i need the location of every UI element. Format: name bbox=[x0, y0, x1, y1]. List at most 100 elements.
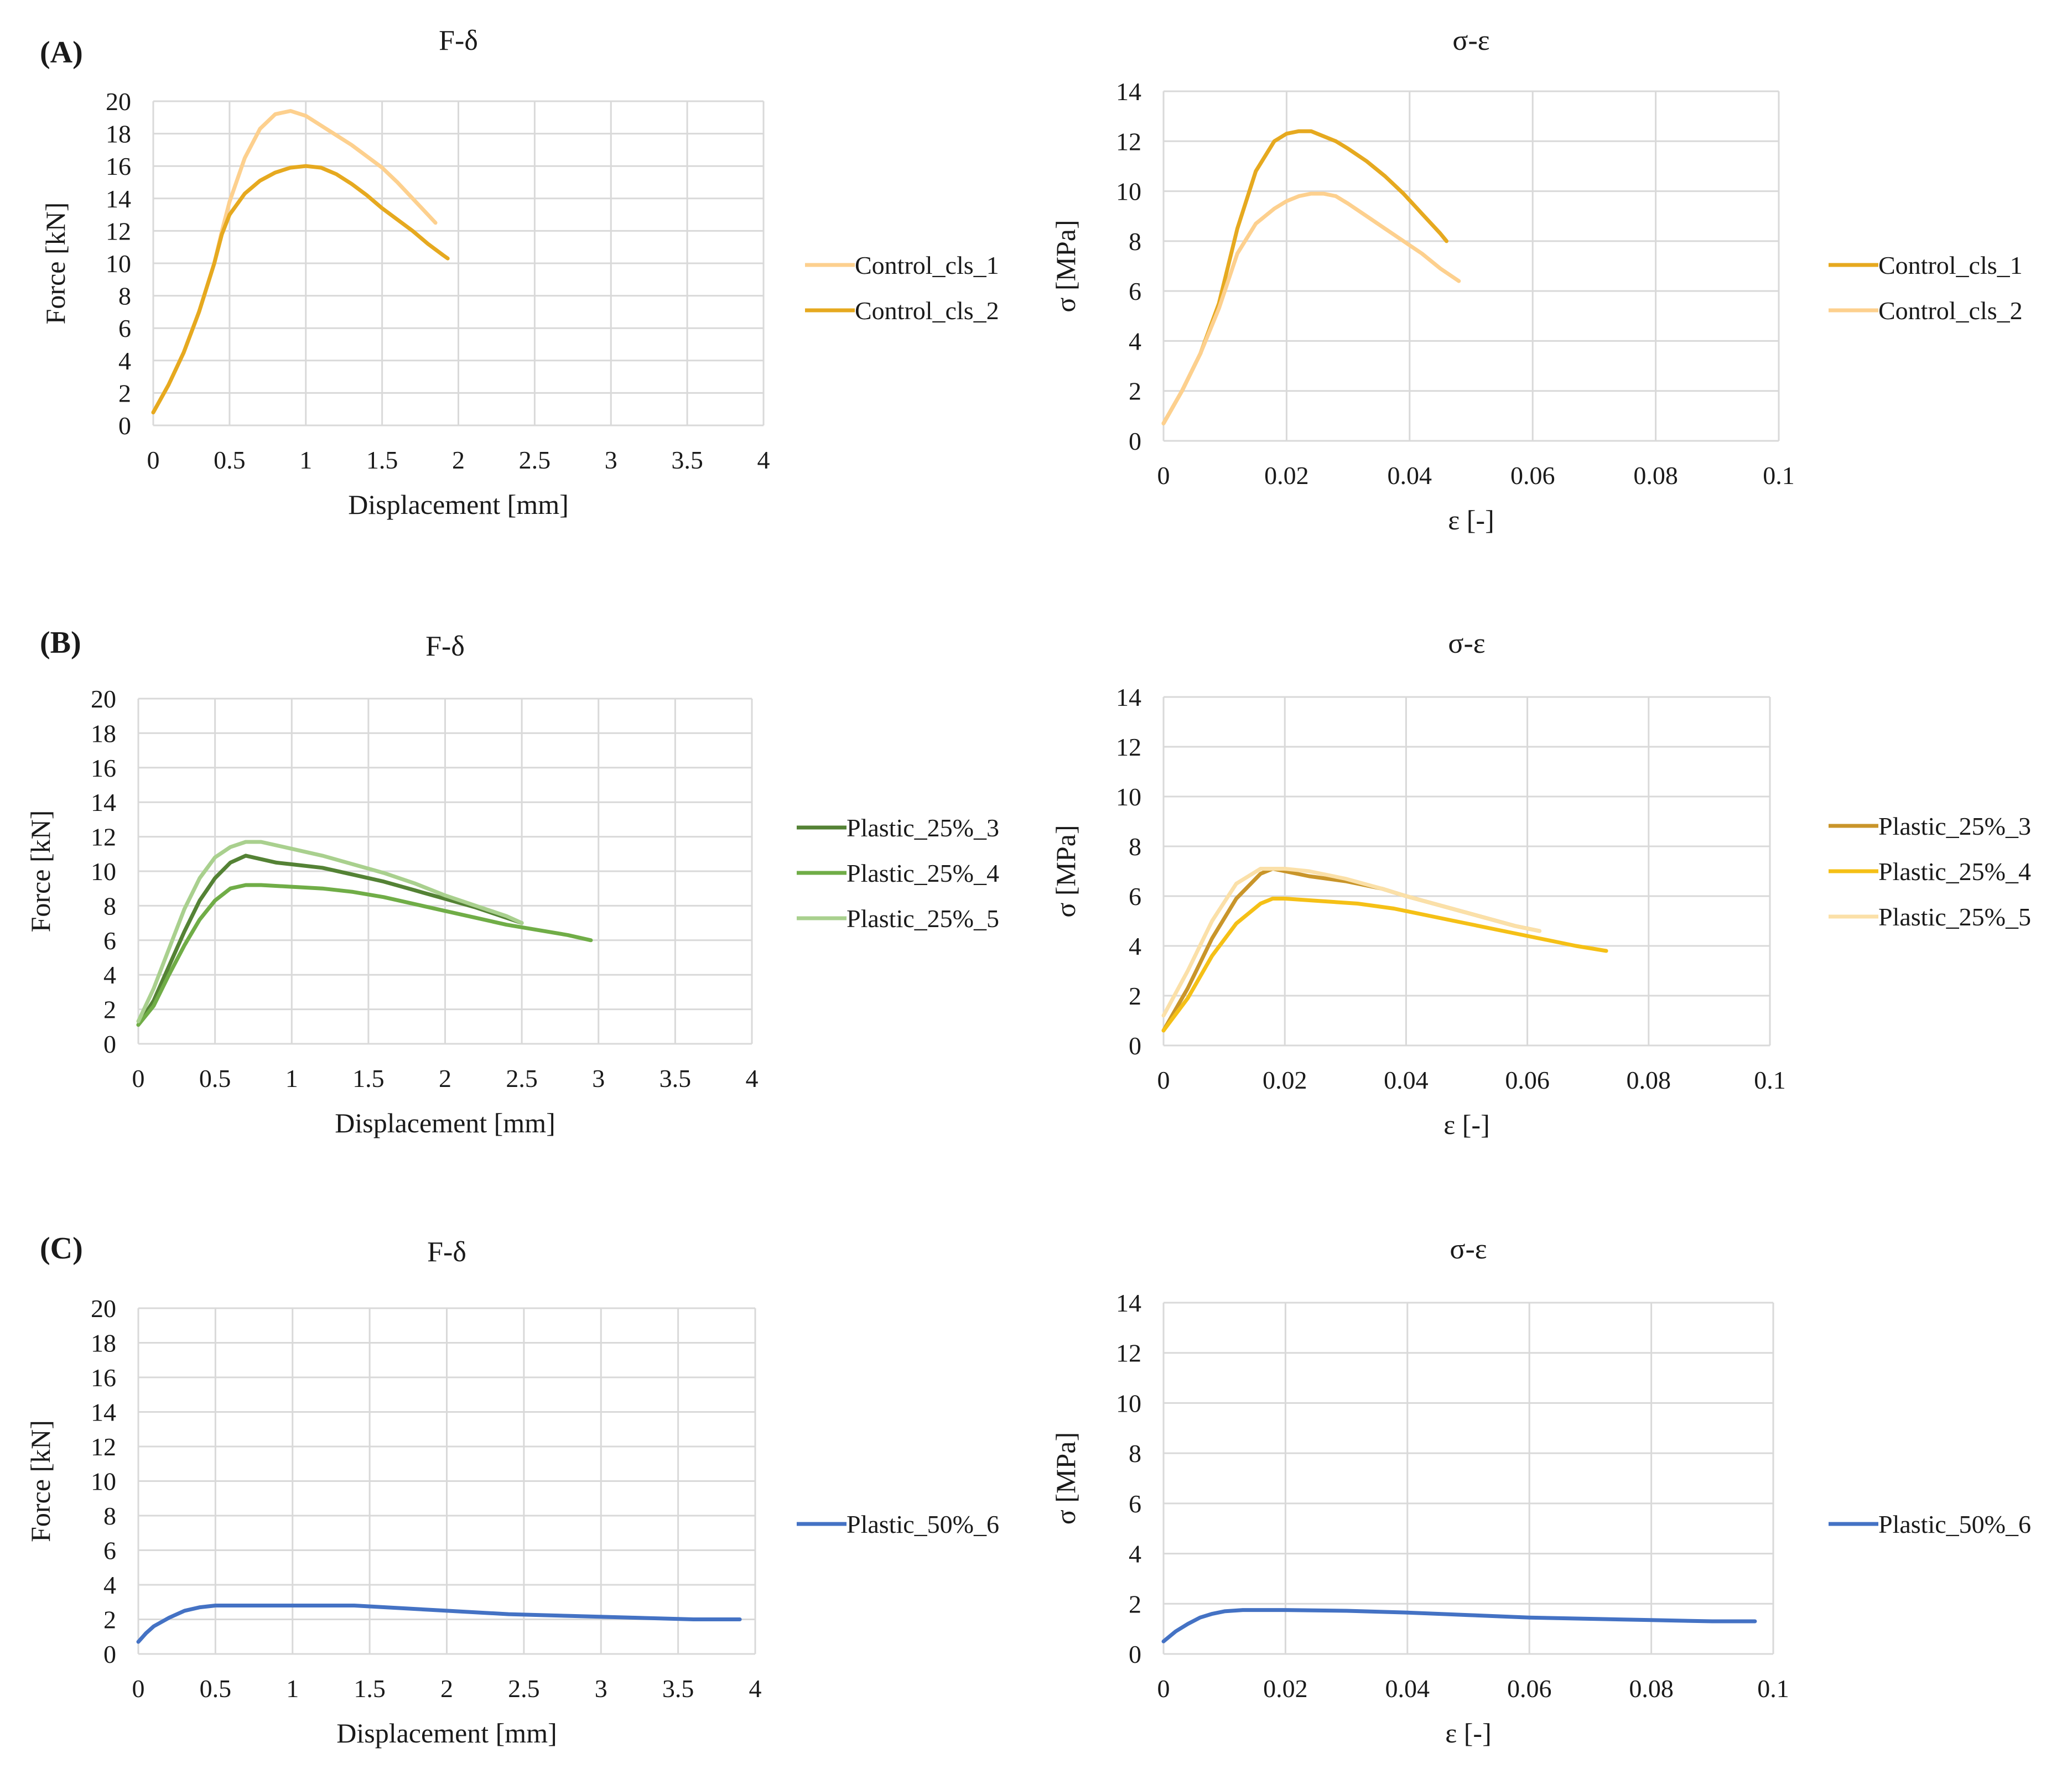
chart-2: σ-ε 0 0.02 0.04 0.06 0.08 0.1 0 2 4 6 8 10 12 14 ε [-] σ… bbox=[1050, 25, 2023, 535]
y-tick-label: 20 bbox=[106, 87, 131, 116]
y-tick-label: 12 bbox=[91, 1433, 116, 1461]
y-tick-label: 0 bbox=[1129, 427, 1141, 455]
legend-label: Plastic_25%_4 bbox=[847, 859, 999, 887]
y-tick-label: 2 bbox=[103, 1606, 116, 1634]
y-tick-label: 6 bbox=[1129, 277, 1141, 305]
chart-title: σ-ε bbox=[1450, 1234, 1487, 1265]
x-tick-label: 0.5 bbox=[200, 1674, 232, 1703]
y-tick-label: 0 bbox=[1129, 1640, 1141, 1668]
y-tick-label: 10 bbox=[1116, 178, 1141, 206]
legend-item: Plastic_25%_5 bbox=[1829, 903, 2031, 931]
x-tick-label: 0 bbox=[1157, 461, 1170, 490]
legend-item: Control_cls_1 bbox=[1829, 251, 2023, 279]
y-tick-label: 0 bbox=[118, 412, 131, 440]
y-tick-label: 12 bbox=[1116, 127, 1141, 155]
x-axis-label: ε [-] bbox=[1448, 504, 1494, 535]
legend-item: Plastic_25%_3 bbox=[797, 814, 999, 842]
x-tick-label: 3 bbox=[592, 1064, 605, 1092]
chart-title: F-δ bbox=[425, 631, 465, 662]
legend-item: Plastic_25%_3 bbox=[1829, 812, 2031, 840]
charts-container: F-δ0 0.5 1 1.5 2 2.5 3 3.5 402468101214161820Dis… bbox=[25, 25, 2031, 1749]
y-tick-label: 0 bbox=[103, 1030, 116, 1058]
x-axis-label: Displacement [mm] bbox=[348, 489, 569, 520]
chart-title: F-δ bbox=[427, 1236, 466, 1268]
x-tick-label: 3.5 bbox=[662, 1674, 694, 1703]
x-tick-label: 3 bbox=[605, 446, 617, 474]
x-tick-label: 1.5 bbox=[352, 1064, 385, 1092]
y-tick-label: 2 bbox=[1129, 982, 1141, 1010]
y-tick-label: 18 bbox=[91, 1329, 116, 1357]
chart-title: F-δ bbox=[439, 25, 478, 56]
y-tick-label: 18 bbox=[91, 719, 116, 747]
x-tick-label: 0.5 bbox=[214, 446, 246, 474]
y-tick-label: 12 bbox=[1116, 1339, 1141, 1367]
x-tick-label: 2 bbox=[439, 1064, 451, 1092]
x-tick-label: 0 bbox=[1157, 1674, 1170, 1703]
chart-5: F-δ 0 0.5 1 1.5 2 2.5 3 3.5 4 0 2 4 6 8 10 12 14 16 18 20 Dis… bbox=[25, 1236, 999, 1749]
x-tick-label: 1.5 bbox=[354, 1674, 386, 1703]
chart-title: σ-ε bbox=[1448, 628, 1485, 659]
x-tick-label: 4 bbox=[746, 1064, 759, 1092]
y-tick-label: 8 bbox=[1129, 1439, 1141, 1468]
legend-label: Control_cls_2 bbox=[1878, 296, 2023, 325]
y-tick-label: 10 bbox=[91, 857, 116, 886]
series-line bbox=[1161, 1608, 1757, 1643]
series-line bbox=[136, 840, 524, 1023]
x-axis-label: Displacement [mm] bbox=[336, 1718, 557, 1749]
x-tick-label: 0.04 bbox=[1388, 461, 1432, 490]
chart-6: σ-ε 0 0.02 0.04 0.06 0.08 0.1 0 2 4 6 8 10 12 14 ε [-] σ… bbox=[1050, 1234, 2031, 1749]
chart-4: σ-ε 0 0.02 0.04 0.06 0.08 0.1 0 2 4 6 8 10 12 14 ε [-] σ… bbox=[1050, 628, 2031, 1140]
y-tick-label: 2 bbox=[1129, 377, 1141, 405]
legend-label: Plastic_25%_3 bbox=[847, 814, 999, 842]
x-tick-label: 0.06 bbox=[1507, 1674, 1552, 1703]
y-tick-label: 4 bbox=[118, 347, 131, 375]
y-axis-label: σ [MPa] bbox=[1050, 1432, 1081, 1525]
legend-item: Plastic_25%_4 bbox=[1829, 857, 2031, 886]
y-tick-label: 14 bbox=[1116, 77, 1141, 106]
legend-label: Plastic_25%_5 bbox=[847, 904, 999, 933]
x-tick-label: 1 bbox=[286, 1674, 299, 1703]
legend-item: Plastic_50%_6 bbox=[797, 1510, 999, 1538]
x-tick-label: 0.02 bbox=[1263, 1674, 1308, 1703]
y-tick-label: 4 bbox=[103, 1571, 116, 1599]
x-tick-label: 2.5 bbox=[519, 446, 551, 474]
y-axis-label: σ [MPa] bbox=[1050, 825, 1081, 917]
legend-label: Control_cls_1 bbox=[855, 251, 999, 279]
y-tick-label: 2 bbox=[118, 379, 131, 407]
x-tick-label: 0.08 bbox=[1629, 1674, 1674, 1703]
legend-label: Control_cls_1 bbox=[1878, 251, 2023, 279]
series-line bbox=[1161, 191, 1461, 425]
y-tick-label: 8 bbox=[1129, 833, 1141, 861]
y-tick-label: 10 bbox=[106, 249, 131, 278]
x-tick-label: 0 bbox=[132, 1674, 145, 1703]
y-tick-label: 12 bbox=[91, 823, 116, 851]
x-tick-label: 2 bbox=[452, 446, 465, 474]
y-tick-label: 8 bbox=[103, 1502, 116, 1530]
legend-item: Plastic_25%_4 bbox=[797, 859, 999, 887]
y-tick-label: 2 bbox=[103, 996, 116, 1024]
x-tick-label: 0.02 bbox=[1263, 1066, 1307, 1094]
y-tick-label: 6 bbox=[103, 927, 116, 955]
legend-label: Plastic_25%_3 bbox=[1878, 812, 2031, 840]
y-tick-label: 4 bbox=[1129, 932, 1141, 960]
x-tick-label: 3.5 bbox=[659, 1064, 692, 1092]
series-line bbox=[1161, 897, 1608, 1033]
x-tick-label: 3 bbox=[595, 1674, 607, 1703]
x-tick-label: 0.04 bbox=[1385, 1674, 1430, 1703]
y-tick-label: 8 bbox=[103, 892, 116, 920]
x-tick-label: 0.08 bbox=[1633, 461, 1678, 490]
y-axis-label: σ [MPa] bbox=[1050, 220, 1081, 312]
y-tick-label: 12 bbox=[106, 217, 131, 245]
chart-3: F-δ 0 0.5 1 1.5 2 2.5 3 3.5 4 0 2 4 6 8 10 12 14 16 18 20 Dis… bbox=[25, 631, 999, 1138]
x-tick-label: 0.5 bbox=[199, 1064, 231, 1092]
series-line bbox=[136, 1604, 742, 1644]
x-tick-label: 0.08 bbox=[1627, 1066, 1671, 1094]
y-tick-label: 0 bbox=[103, 1640, 116, 1668]
series-line bbox=[1161, 867, 1541, 1018]
legend-item: Plastic_25%_5 bbox=[797, 904, 999, 933]
x-tick-label: 2.5 bbox=[508, 1674, 540, 1703]
series-line bbox=[136, 883, 593, 1027]
y-tick-label: 20 bbox=[91, 685, 116, 713]
y-axis-label: Force [kN] bbox=[25, 1420, 56, 1542]
y-axis-label: Force [kN] bbox=[25, 810, 56, 933]
